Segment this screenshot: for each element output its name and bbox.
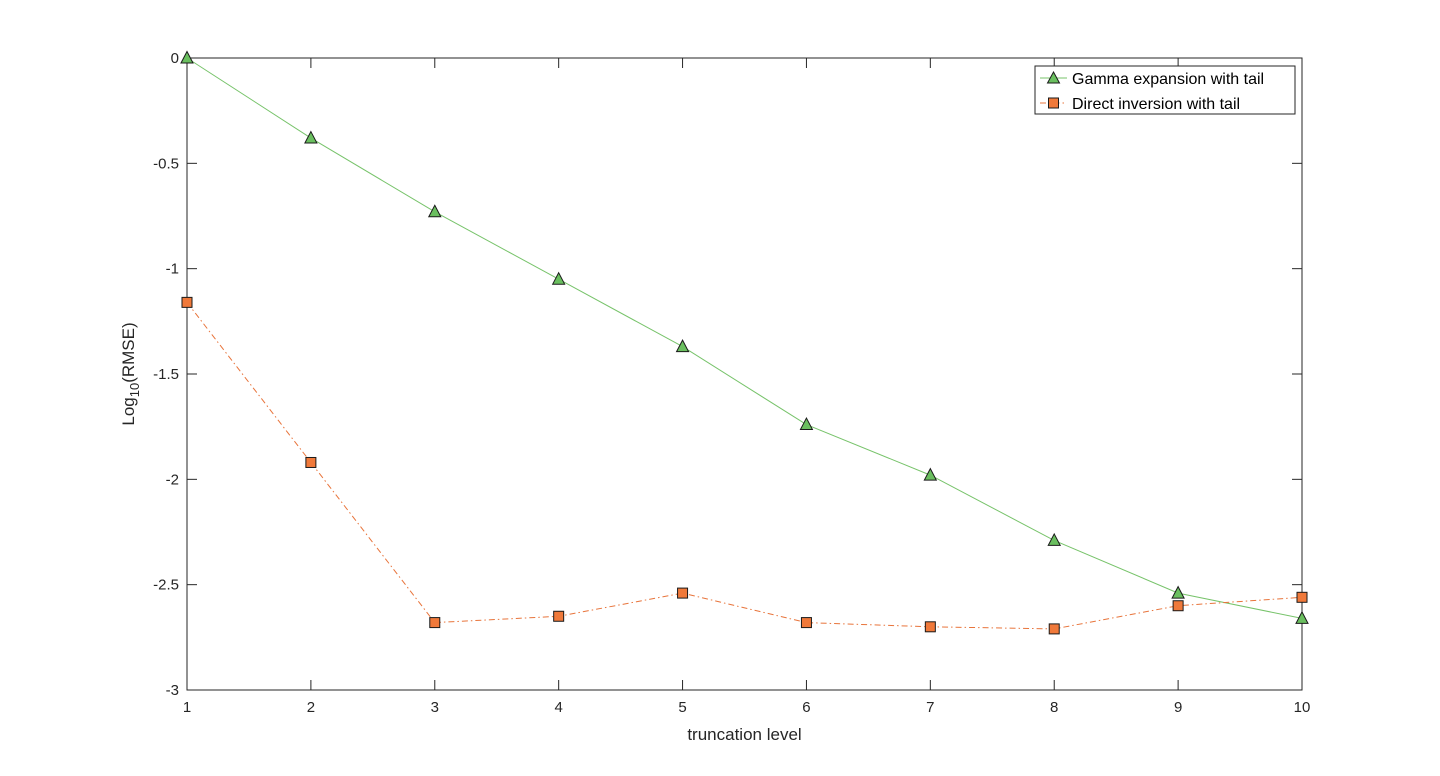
y-tick-label: -2 [166,471,179,488]
x-tick-label: 5 [678,699,686,716]
legend-label-direct: Direct inversion with tail [1072,96,1240,113]
series-line-1 [186,302,1303,630]
data-point-direct [800,617,812,629]
data-point-direct [924,621,936,633]
data-point-gamma [1295,610,1309,624]
data-point-gamma [427,204,442,218]
data-point-gamma [1171,585,1185,599]
y-tick-label: -1 [166,261,179,278]
data-point-direct [677,587,689,599]
x-tick-label: 10 [1294,699,1311,716]
x-axis-label: truncation level [687,725,801,744]
data-point-gamma [675,339,690,353]
x-axis: 1 2 3 4 5 6 7 8 9 10 [183,58,1311,716]
y-axis-label: Log10(RMSE) [119,322,142,425]
y-axis-label-subscript: 10 [127,383,142,397]
data-point-gamma [551,271,566,285]
legend-label-gamma: Gamma expansion with tail [1072,71,1264,88]
x-tick-label: 6 [802,699,810,716]
data-point-direct [1172,600,1184,612]
data-point-direct [305,456,317,468]
data-point-direct [1296,591,1308,603]
data-point-gamma [304,130,318,144]
y-tick-label: -3 [166,682,179,699]
plot-area [186,57,1303,691]
x-tick-label: 8 [1050,699,1058,716]
data-point-gamma [1047,532,1062,546]
x-tick-label: 4 [554,699,562,716]
legend-box [1034,65,1296,115]
legend-marker-direct [1048,97,1059,109]
x-tick-label: 2 [307,699,315,716]
data-point-gamma [799,416,814,431]
y-axis: 0 -0.5 -1 -1.5 -2 -2.5 -3 [153,50,1302,699]
x-tick-label: 1 [183,699,191,716]
data-point-direct [181,296,193,308]
x-tick-label: 9 [1174,699,1182,716]
series-line-0 [186,57,1303,619]
legend-marker-gamma [1046,70,1061,84]
y-tick-label: 0 [171,50,179,67]
data-point-gamma [180,50,194,64]
data-point-gamma [923,467,938,481]
legend: Gamma expansion with tail Direct inversi… [1034,65,1296,115]
data-point-direct [1048,623,1060,635]
data-point-direct [553,610,565,622]
y-axis-label-suffix: (RMSE) [119,322,138,382]
y-tick-label: -2.5 [153,577,179,594]
y-tick-label: -0.5 [153,155,179,172]
data-point-direct [429,617,441,629]
y-axis-label-main: Log [119,397,138,425]
series-layer [180,50,1309,635]
y-tick-label: -1.5 [153,366,179,383]
x-tick-label: 3 [431,699,439,716]
x-tick-label: 7 [926,699,934,716]
